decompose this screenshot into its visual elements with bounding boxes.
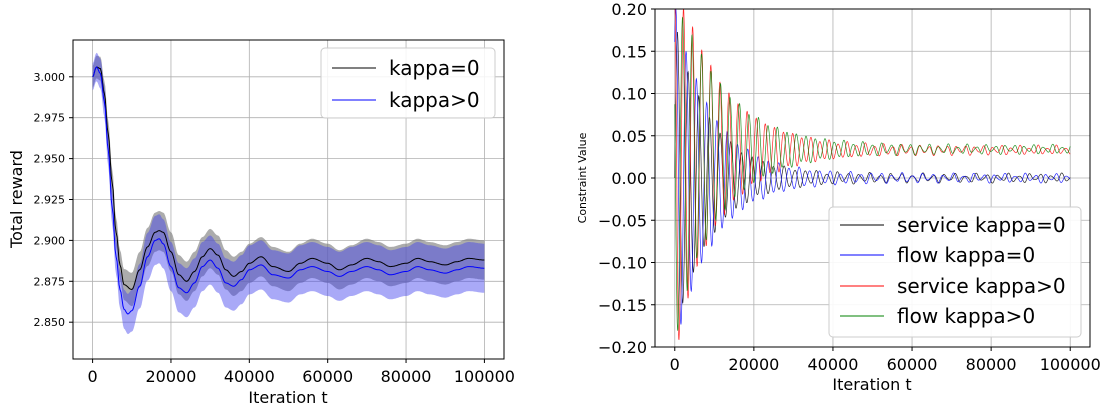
right-x-tick-label: 60000 <box>887 355 938 374</box>
left-band-kappa0 <box>92 55 485 307</box>
right-x-axis-label: Iteration t <box>832 375 911 394</box>
left-x-tick-label: 0 <box>87 367 97 386</box>
left-y-tick-label: 3.000 <box>34 71 66 84</box>
right-legend-label-service-kappapos: service kappa>0 <box>897 274 1066 298</box>
left-y-tick-label: 2.900 <box>34 234 66 247</box>
left-x-axis-label: Iteration t <box>248 388 327 407</box>
right-y-tick-label: −0.15 <box>598 296 647 315</box>
left-line-kappapos <box>92 66 485 315</box>
left-x-tick-label: 80000 <box>381 367 432 386</box>
left-x-tick-label: 60000 <box>302 367 353 386</box>
right-y-tick-label: 0.00 <box>611 169 647 188</box>
right-chart: 0 20000 40000 60000 80000 100000 −0.20−0.15−0… <box>576 0 1101 394</box>
right-legend-label-flow-kappa0: flow kappa=0 <box>897 243 1035 267</box>
right-line-service-kappapos <box>674 9 1071 340</box>
right-y-axis-label: Constraint Value <box>576 132 589 223</box>
right-x-tick-label: 100000 <box>1040 355 1101 374</box>
right-legend-box <box>828 206 1082 338</box>
left-chart: 0 20000 40000 60000 80000 100000 2.8502.8752.… <box>7 39 515 407</box>
left-y-tick-label: 2.875 <box>34 275 66 288</box>
right-y-tick-label: −0.10 <box>598 254 647 273</box>
right-y-tick-label: 0.20 <box>611 0 647 19</box>
left-x-tick-label: 100000 <box>454 367 515 386</box>
left-legend: kappa=0 kappa>0 <box>320 47 496 119</box>
left-y-axis-label: Total reward <box>7 150 26 249</box>
right-y-ticks: −0.20 −0.15 −0.10 −0.05 0.00 0.05 0.10 0.15 0.20 <box>598 0 655 357</box>
left-y-tick-label: 2.850 <box>34 316 66 329</box>
left-band-kappapos <box>92 52 485 335</box>
right-line-flow-kappapos <box>674 16 1071 331</box>
left-legend-label-kappa0: kappa=0 <box>389 56 480 80</box>
right-y-tick-label: 0.05 <box>611 127 647 146</box>
left-legend-label-kappapos: kappa>0 <box>389 88 480 112</box>
left-x-tick-label: 20000 <box>146 367 197 386</box>
right-y-tick-label: −0.05 <box>598 211 647 230</box>
left-y-tick-label: 2.925 <box>34 194 66 207</box>
left-y-tick-label: 2.950 <box>34 153 66 166</box>
left-confidence-bands <box>92 52 485 335</box>
left-x-ticks: 0 20000 40000 60000 80000 100000 <box>87 359 515 386</box>
left-series-lines <box>92 66 485 315</box>
right-y-tick-label: −0.20 <box>598 338 647 357</box>
left-y-tick-label: 2.975 <box>34 112 66 125</box>
right-legend: service kappa=0 flow kappa=0 service kap… <box>828 206 1082 338</box>
right-x-tick-label: 40000 <box>808 355 859 374</box>
left-line-kappa0 <box>92 66 485 291</box>
right-x-tick-label: 20000 <box>728 355 779 374</box>
right-y-tick-label: 0.15 <box>611 42 647 61</box>
right-x-tick-label: 80000 <box>966 355 1017 374</box>
right-line-flow-kappa0 <box>674 9 1071 325</box>
left-y-ticks: 2.850 2.875 2.900 2.925 2.950 2.975 3.000 <box>34 71 73 329</box>
right-series-lines <box>674 9 1071 340</box>
left-x-tick-label: 40000 <box>224 367 275 386</box>
right-legend-label-flow-kappapos: flow kappa>0 <box>897 304 1035 328</box>
right-x-ticks: 0 20000 40000 60000 80000 100000 <box>670 347 1101 374</box>
right-legend-label-service-kappa0: service kappa=0 <box>897 213 1066 237</box>
right-x-tick-label: 0 <box>670 355 680 374</box>
right-y-tick-label: 0.10 <box>611 85 647 104</box>
